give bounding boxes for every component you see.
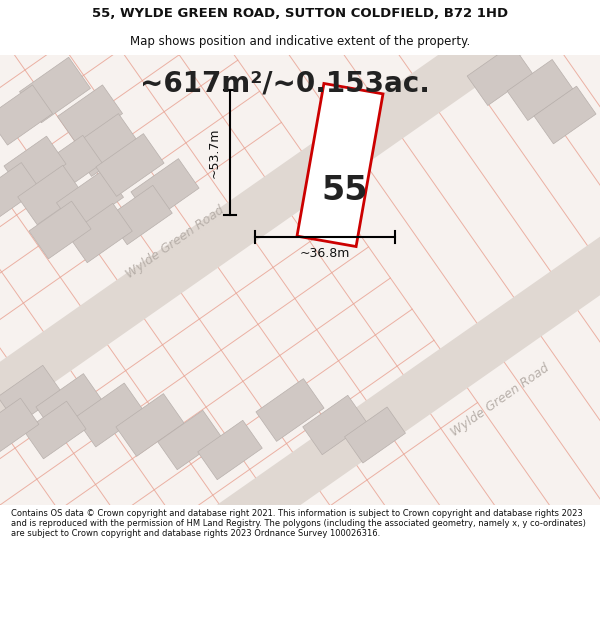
Polygon shape bbox=[29, 201, 91, 259]
Text: Contains OS data © Crown copyright and database right 2021. This information is : Contains OS data © Crown copyright and d… bbox=[11, 509, 586, 538]
Polygon shape bbox=[4, 136, 66, 194]
Text: 55: 55 bbox=[322, 174, 368, 206]
Polygon shape bbox=[303, 395, 367, 455]
Polygon shape bbox=[20, 58, 91, 122]
Polygon shape bbox=[75, 383, 145, 447]
Polygon shape bbox=[58, 85, 122, 145]
Polygon shape bbox=[256, 379, 324, 441]
Text: ~53.7m: ~53.7m bbox=[208, 127, 221, 177]
Text: Wylde Green Road: Wylde Green Road bbox=[124, 203, 227, 281]
Polygon shape bbox=[71, 114, 139, 176]
Text: 55, WYLDE GREEN ROAD, SUTTON COLDFIELD, B72 1HD: 55, WYLDE GREEN ROAD, SUTTON COLDFIELD, … bbox=[92, 8, 508, 20]
Text: Wylde Green Road: Wylde Green Road bbox=[448, 361, 551, 439]
Polygon shape bbox=[56, 169, 124, 231]
Polygon shape bbox=[467, 44, 533, 106]
Polygon shape bbox=[0, 162, 40, 217]
Polygon shape bbox=[507, 59, 573, 121]
Text: Map shows position and indicative extent of the property.: Map shows position and indicative extent… bbox=[130, 35, 470, 48]
Polygon shape bbox=[131, 159, 199, 221]
Polygon shape bbox=[0, 0, 600, 508]
Polygon shape bbox=[198, 420, 262, 480]
Polygon shape bbox=[38, 135, 102, 195]
Polygon shape bbox=[96, 134, 164, 196]
Polygon shape bbox=[0, 85, 53, 145]
Polygon shape bbox=[47, 107, 600, 625]
Polygon shape bbox=[0, 365, 62, 425]
Polygon shape bbox=[116, 394, 184, 456]
Polygon shape bbox=[158, 410, 222, 470]
Polygon shape bbox=[24, 401, 86, 459]
Polygon shape bbox=[18, 165, 82, 225]
Polygon shape bbox=[344, 407, 406, 463]
Polygon shape bbox=[36, 374, 104, 436]
Text: ~36.8m: ~36.8m bbox=[300, 247, 350, 260]
Polygon shape bbox=[108, 185, 172, 245]
Polygon shape bbox=[68, 203, 132, 262]
Polygon shape bbox=[0, 55, 600, 505]
Polygon shape bbox=[534, 86, 596, 144]
Polygon shape bbox=[0, 398, 39, 452]
Polygon shape bbox=[297, 84, 383, 246]
Text: ~617m²/~0.153ac.: ~617m²/~0.153ac. bbox=[140, 70, 430, 98]
